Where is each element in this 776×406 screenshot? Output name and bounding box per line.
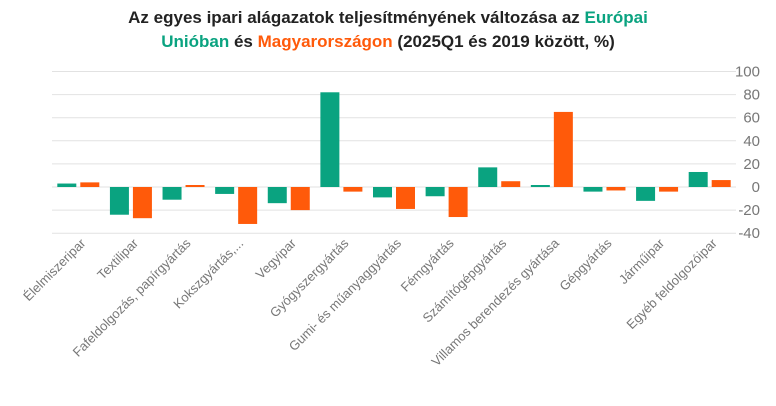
x-category-label: Gépgyártás: [556, 235, 614, 293]
y-tick-label: -20: [738, 202, 760, 219]
y-tick-label: 100: [735, 64, 760, 81]
x-category-label: Gumi- és műanyaggyártás: [286, 235, 405, 354]
eu-bar: [583, 187, 603, 192]
x-category-label: Járműipar: [616, 235, 668, 287]
title-period: (2025Q1 és 2019 között, %): [392, 32, 615, 51]
eu-bar: [267, 187, 287, 204]
hu-bar: [132, 187, 152, 219]
title-connector: és: [229, 32, 258, 51]
eu-bar: [373, 187, 392, 198]
gridlines: [52, 71, 736, 234]
title-eu-part-2: Unióban: [161, 32, 230, 51]
y-tick-label: 60: [743, 110, 760, 127]
title-eu-part-1: Európai: [584, 8, 648, 27]
eu-bar: [688, 171, 708, 187]
hu-bar: [553, 111, 573, 187]
y-tick-label: 0: [752, 179, 760, 196]
x-category-label: Textilipar: [94, 235, 141, 282]
eu-bar: [57, 183, 77, 187]
title-text: Az egyes ipari alágazatok teljesítményén…: [128, 8, 585, 27]
eu-bar: [109, 187, 129, 215]
chart-title-line-2: Unióban és Magyarországon (2025Q1 és 201…: [0, 30, 776, 54]
bars: [57, 92, 731, 224]
eu-bar: [320, 92, 340, 187]
eu-bar: [215, 187, 235, 194]
chart-title: Az egyes ipari alágazatok teljesítményén…: [0, 6, 776, 54]
hu-bar: [606, 187, 626, 191]
hu-bar: [80, 182, 100, 187]
hu-bar: [501, 181, 521, 187]
y-axis-ticks: 100 80 60 40 20 0 -20 -40: [735, 64, 760, 243]
title-hu: Magyarországon: [257, 32, 393, 51]
hu-bar: [659, 187, 679, 192]
eu-bar: [425, 187, 445, 197]
hu-bar: [290, 187, 310, 211]
hu-bar: [238, 187, 258, 224]
y-tick-label: 20: [743, 156, 760, 173]
chart-title-line-1: Az egyes ipari alágazatok teljesítményén…: [0, 6, 776, 30]
hu-bar: [396, 187, 415, 209]
eu-bar: [478, 167, 498, 187]
y-tick-label: -40: [738, 225, 760, 242]
hu-bar: [711, 180, 731, 187]
x-category-label: Vegyipar: [253, 235, 300, 282]
x-category-label: Egyéb feldolgozóipar: [623, 235, 720, 332]
x-category-label: Élelmiszeripar: [20, 235, 89, 304]
eu-bar: [530, 185, 550, 187]
y-tick-label: 80: [743, 87, 760, 104]
y-tick-label: 40: [743, 133, 760, 150]
hu-bar: [448, 187, 468, 218]
eu-bar: [162, 187, 182, 200]
hu-bar: [185, 185, 205, 187]
eu-bar: [636, 187, 656, 201]
hu-bar: [343, 187, 363, 192]
